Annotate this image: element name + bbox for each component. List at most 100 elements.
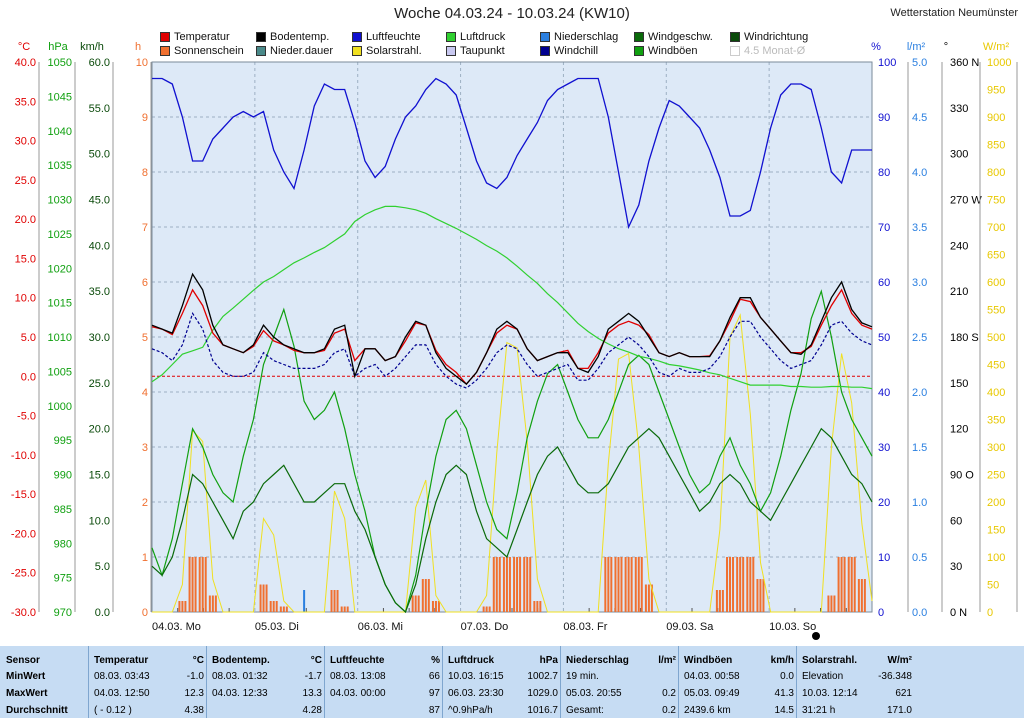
stats-row: ( - 0.12 ) 4.38 bbox=[94, 702, 204, 719]
legend-label: Bodentemp. bbox=[270, 31, 330, 43]
stats-timestamp: ( - 0.12 ) bbox=[94, 705, 132, 716]
sunshine-bar bbox=[742, 557, 745, 612]
rain-tick-label: 4.0 bbox=[912, 167, 927, 179]
temperatur-line bbox=[151, 288, 873, 386]
sunshine-bar bbox=[634, 557, 637, 612]
bodentemp-line bbox=[151, 272, 873, 385]
luftdruck-line bbox=[151, 205, 873, 390]
sunshine-bar bbox=[837, 557, 840, 612]
sunshine-bar bbox=[746, 557, 749, 612]
sunshine-bar bbox=[211, 595, 214, 612]
stats-timestamp: 10.03. 12:14 bbox=[802, 688, 858, 699]
sunshine-bar bbox=[650, 584, 653, 612]
sunshine-bar bbox=[437, 601, 440, 612]
sunshine-bar bbox=[726, 557, 729, 612]
sunshine-bar bbox=[604, 557, 607, 612]
temperature-tick-label: 15.0 bbox=[15, 253, 36, 265]
sunshine-bar bbox=[739, 557, 742, 612]
temperature-tick-label: -30.0 bbox=[11, 607, 36, 619]
stats-row: 05.03. 20:55 0.2 bbox=[566, 685, 676, 702]
stats-unit: hPa bbox=[539, 655, 558, 666]
day-label: 06.03. Mi bbox=[358, 621, 403, 633]
stats-row: 08.03. 13:08 66 bbox=[330, 668, 440, 685]
sunshine-bar bbox=[178, 601, 181, 612]
sunshine-bar bbox=[630, 557, 633, 612]
pressure-tick-label: 990 bbox=[54, 470, 72, 482]
stats-value: 4.38 bbox=[184, 705, 204, 716]
solar-tick-label: 400 bbox=[987, 387, 1005, 399]
stats-value: -1.0 bbox=[186, 671, 204, 682]
stats-value: 171.0 bbox=[886, 705, 912, 716]
sunshine-bar bbox=[840, 557, 843, 612]
stats-unit: °C bbox=[310, 655, 322, 666]
stats-separator bbox=[88, 646, 89, 718]
pressure-tick-label: 980 bbox=[54, 538, 72, 550]
stats-column: Windböen km/h 04.03. 00:58 0.0 05.03. 09:49 4… bbox=[684, 646, 794, 718]
rain-tick-label: 3.0 bbox=[912, 277, 927, 289]
legend-label: Sonnenschein bbox=[174, 45, 244, 57]
solar-tick-label: 800 bbox=[987, 167, 1005, 179]
sunshine-bar bbox=[495, 557, 498, 612]
stats-unit: km/h bbox=[770, 655, 794, 666]
solar-tick-label: 1000 bbox=[987, 57, 1011, 69]
legend-label: 4.5 Monat-Ø bbox=[744, 45, 806, 57]
legend-label: Nieder.dauer bbox=[270, 45, 333, 57]
sunshine-bar bbox=[529, 557, 532, 612]
sunshine-bar bbox=[485, 606, 488, 612]
sunshine-bar bbox=[201, 557, 204, 612]
solar-tick-label: 250 bbox=[987, 470, 1005, 482]
rain-tick-label: 2.0 bbox=[912, 387, 927, 399]
stats-sensor-name: Temperatur bbox=[94, 655, 149, 666]
stats-sensor-name: Niederschlag bbox=[566, 655, 629, 666]
stats-value: 14.5 bbox=[774, 705, 794, 716]
stats-row: MinWert bbox=[6, 671, 46, 682]
day-label: 10.03. So bbox=[769, 621, 816, 633]
sunshine-bar bbox=[181, 601, 184, 612]
stats-value: 1002.7 bbox=[527, 671, 558, 682]
direction-tick-label: 30 bbox=[950, 561, 962, 573]
sunshine-bar bbox=[536, 601, 539, 612]
direction-tick-label: 240 bbox=[950, 240, 968, 252]
sunshine-bar bbox=[184, 601, 187, 612]
stats-header: Luftdruck hPa bbox=[448, 652, 558, 669]
legend-item: Windböen bbox=[634, 45, 698, 57]
luftfeuchte-line bbox=[152, 77, 872, 230]
hours-tick-label: 8 bbox=[142, 167, 148, 179]
legend-label: Solarstrahl. bbox=[366, 45, 422, 57]
humidity-tick-label: 40 bbox=[878, 387, 890, 399]
temperature-tick-label: 35.0 bbox=[15, 96, 36, 108]
wind-tick-label: 35.0 bbox=[89, 286, 110, 298]
sunshine-bar bbox=[523, 557, 526, 612]
stats-value: 66 bbox=[428, 671, 440, 682]
stats-timestamp: 04.03. 12:50 bbox=[94, 688, 150, 699]
sunshine-bar bbox=[620, 557, 623, 612]
stats-sensor-name: Bodentemp. bbox=[212, 655, 270, 666]
sunshine-bar bbox=[718, 590, 721, 612]
stats-timestamp: 10.03. 16:15 bbox=[448, 671, 504, 682]
pressure-tick-label: 970 bbox=[54, 607, 72, 619]
direction-tick-label: 330 bbox=[950, 103, 968, 115]
sunshine-bar bbox=[498, 557, 501, 612]
legend-swatch bbox=[352, 46, 362, 56]
sunshine-bar bbox=[833, 595, 836, 612]
stats-row: 87 bbox=[330, 702, 440, 719]
pressure-tick-label: 1000 bbox=[48, 401, 72, 413]
wind-tick-label: 30.0 bbox=[89, 332, 110, 344]
pressure-tick-label: 1045 bbox=[48, 91, 72, 103]
sunshine-bar bbox=[762, 579, 765, 612]
hours-tick-label: 3 bbox=[142, 442, 148, 454]
solar-tick-label: 850 bbox=[987, 140, 1005, 152]
temperature-tick-label: -25.0 bbox=[11, 568, 36, 580]
legend-item: Sonnenschein bbox=[160, 45, 244, 57]
rain-tick-label: 5.0 bbox=[912, 57, 927, 69]
sunshine-bar bbox=[417, 595, 420, 612]
solar-tick-label: 900 bbox=[987, 112, 1005, 124]
sunshine-bar bbox=[275, 601, 278, 612]
pressure-tick-label: 1010 bbox=[48, 332, 72, 344]
sunshine-bar bbox=[736, 557, 739, 612]
legend-label: Luftdruck bbox=[460, 31, 506, 43]
stats-timestamp: Elevation bbox=[802, 671, 844, 682]
sunshine-bar bbox=[526, 557, 529, 612]
sunshine-bar bbox=[336, 590, 339, 612]
legend-item: Luftfeuchte bbox=[352, 31, 420, 43]
